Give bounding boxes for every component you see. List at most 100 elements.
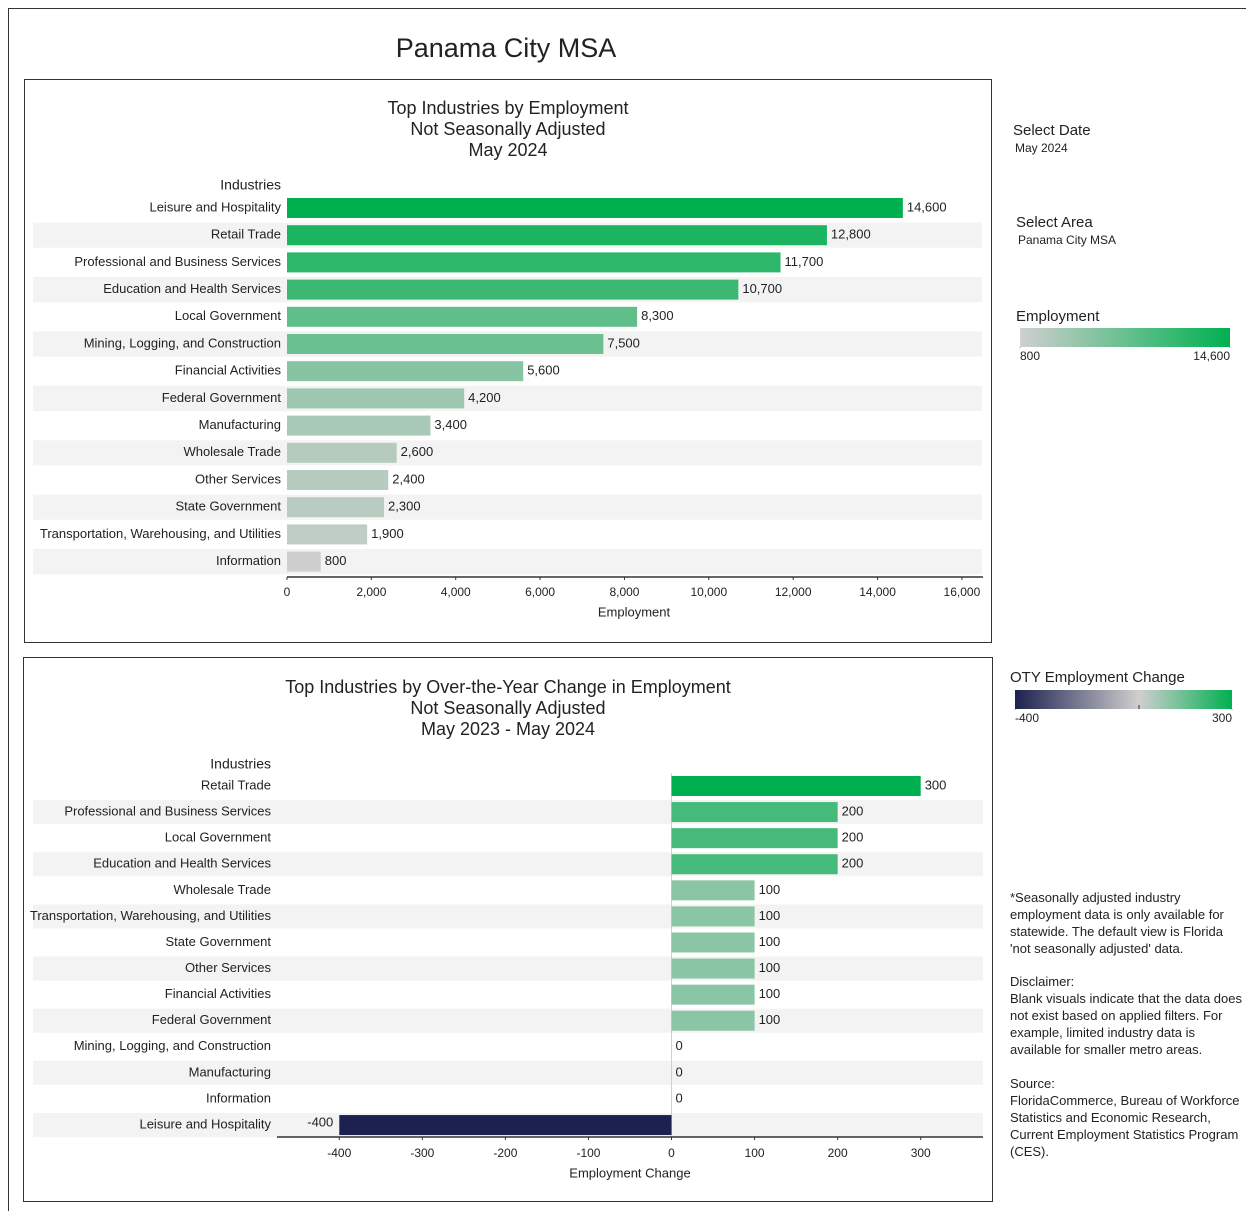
legend-gradient [1015,690,1232,709]
value-label: 10,700 [742,281,782,296]
bar [671,880,755,901]
category-label: Local Government [165,830,272,845]
value-label: 100 [759,960,781,975]
bar [287,415,431,436]
row-band [33,385,982,411]
legend-tick-label: 14,600 [1193,349,1230,363]
bar [339,1115,672,1136]
legend-tick-label: 800 [1020,349,1040,363]
category-label: Federal Government [152,1012,272,1027]
value-label: 14,600 [907,199,947,214]
category-label: Education and Health Services [93,856,271,871]
bar [671,958,755,979]
row-band [33,904,983,929]
value-label: 5,600 [527,363,560,378]
value-label: 100 [759,882,781,897]
panel [23,657,993,1202]
bar [287,334,604,354]
category-label: Transportation, Warehousing, and Utiliti… [30,908,272,923]
category-label: Local Government [175,308,282,323]
category-label: State Government [176,499,282,514]
value-label: 200 [842,856,864,871]
category-label: Wholesale Trade [183,444,281,459]
category-label: Manufacturing [199,417,281,432]
category-label: Professional and Business Services [64,804,271,819]
bar [287,279,739,300]
bar [287,497,385,518]
value-label: 100 [759,908,781,923]
legend-tick-label: 300 [1212,711,1232,725]
x-tick-label: 6,000 [525,585,555,599]
bar [287,361,524,382]
source: Source: FloridaCommerce, Bureau of Workf… [1010,1075,1246,1160]
value-label: 100 [759,986,781,1001]
category-label: Leisure and Hospitality [139,1116,271,1131]
x-axis-title: Employment [598,604,671,619]
category-label: Federal Government [162,390,282,405]
category-label: Other Services [195,471,281,486]
value-label: 8,300 [641,308,674,323]
category-label: Manufacturing [189,1064,271,1079]
category-label: Professional and Business Services [74,254,281,269]
value-label: 200 [842,830,864,845]
x-axis-title: Employment Change [569,1165,690,1180]
category-label: Information [216,553,281,568]
x-tick-label: 14,000 [859,585,896,599]
legend-gradient [1020,328,1230,347]
category-label: Retail Trade [201,777,271,792]
bar [671,1010,755,1031]
x-tick-label: -100 [576,1146,600,1160]
x-tick-label: -200 [493,1146,517,1160]
source-text: FloridaCommerce, Bureau of Workforce Sta… [1010,1093,1240,1159]
filter-value: May 2024 [1015,141,1068,155]
value-label: 800 [325,553,347,568]
x-tick-label: 2,000 [356,585,386,599]
x-tick-label: 8,000 [609,585,639,599]
category-label: Retail Trade [211,227,281,242]
value-label: 100 [759,934,781,949]
row-band [33,1008,983,1033]
x-tick-label: 300 [911,1146,931,1160]
value-label: 4,200 [468,390,501,405]
category-label: Wholesale Trade [173,882,271,897]
chart-subtitle: Not Seasonally Adjusted [410,698,605,718]
bar [671,984,755,1005]
disclaimer: Disclaimer: Blank visuals indicate that … [1010,973,1246,1058]
category-label: Information [206,1090,271,1105]
legend-title: Employment [1016,308,1100,325]
row-band [33,956,983,981]
category-label: Leisure and Hospitality [149,199,281,214]
row-band [33,549,982,575]
category-label: Mining, Logging, and Construction [74,1038,271,1053]
bar [287,470,389,490]
x-tick-label: 12,000 [775,585,812,599]
bar [287,198,903,218]
row-band [33,440,982,466]
value-label: 200 [842,804,864,819]
bar [671,776,921,796]
x-tick-label: 4,000 [441,585,471,599]
chart-title: Top Industries by Over-the-Year Change i… [285,677,731,697]
x-tick-label: 16,000 [944,585,981,599]
x-tick-label: -400 [327,1146,351,1160]
filter-value: Panama City MSA [1018,233,1116,247]
x-tick-label: 200 [828,1146,848,1160]
bar [671,854,838,875]
chart-title: Top Industries by Employment [387,98,628,118]
bar [671,932,755,953]
value-label: 7,500 [607,335,640,350]
value-label: -400 [307,1114,333,1129]
chart-subtitle: Not Seasonally Adjusted [410,119,605,139]
bar [287,524,368,545]
filter-label: Select Date [1013,122,1091,139]
x-tick-label: -300 [410,1146,434,1160]
row-band [33,494,982,520]
category-axis-title: Industries [220,177,281,193]
category-label: Other Services [185,960,271,975]
bar [287,442,397,463]
chart-period: May 2024 [468,140,547,160]
value-label: 2,400 [392,471,425,486]
x-tick-label: 100 [745,1146,765,1160]
filter-label: Select Area [1016,214,1093,231]
